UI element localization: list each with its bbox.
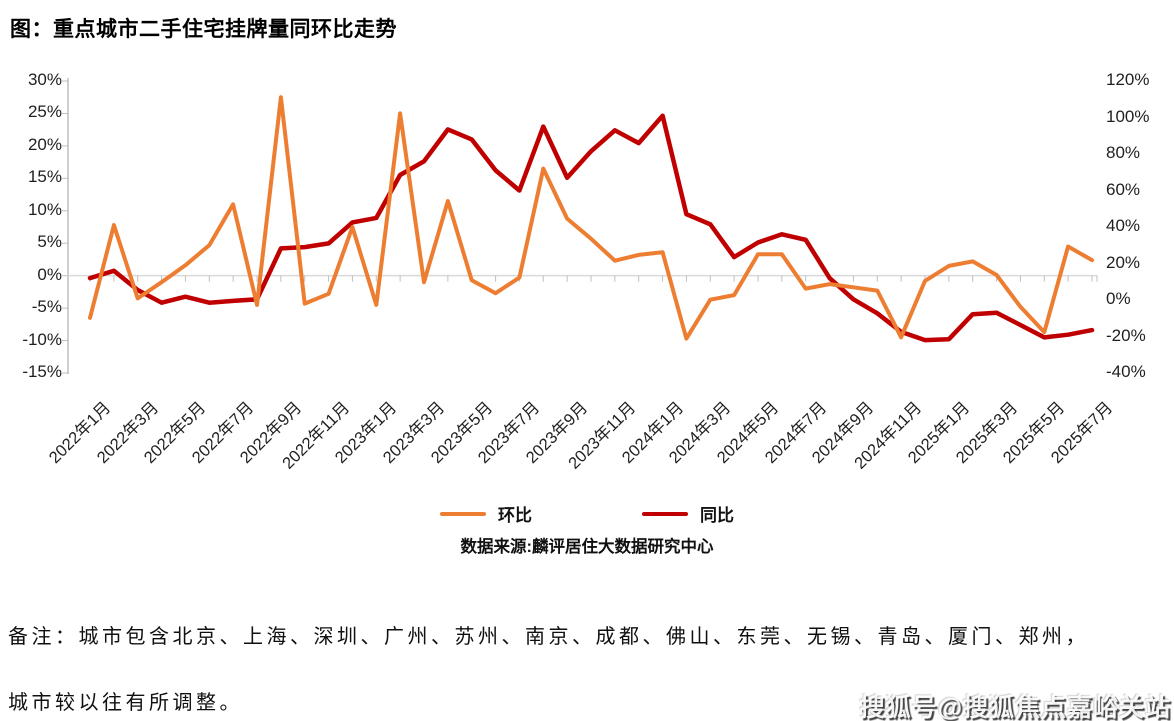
y-axis-label-left: -15% [22,362,62,381]
y-axis-label-right: 20% [1106,252,1141,272]
y-axis-label-right: -40% [1106,362,1146,381]
legend-item-mom: 环比 [440,501,532,526]
note-line-2: 城市较以往有所调整。 [8,690,243,714]
y-axis-label-left: 30% [27,70,62,89]
mom-line-swatch [440,511,486,516]
y-axis-label-right: 120% [1106,70,1150,89]
y-axis-label-left: 5% [37,232,62,252]
y-axis-label-left: 0% [37,264,62,284]
y-axis-label-right: 100% [1106,106,1150,126]
legend-label-yoy: 同比 [700,506,734,525]
legend: 环比 同比 [0,501,1174,526]
y-axis-label-right: 60% [1106,179,1141,199]
trend-chart [62,78,1098,374]
y-axis-label-left: -10% [22,329,62,349]
watermark: 搜狐号@搜狐焦点嘉峪关站 [859,694,1171,721]
y-axis-label-right: -20% [1106,325,1146,345]
y-axis-label-left: 25% [27,102,62,122]
y-axis-label-left: 10% [27,199,62,219]
y-axis-label-right: 80% [1106,143,1141,162]
yoy-line-swatch [642,511,688,516]
y-axis-label-right: 40% [1106,216,1141,235]
y-axis-label-left: 20% [27,134,62,154]
note-line-1: 备注：城市包含北京、上海、深圳、广州、苏州、南京、成都、佛山、东莞、无锡、青岛、… [8,624,1089,648]
y-axis-label-right: 0% [1106,289,1131,308]
legend-item-yoy: 同比 [642,501,734,526]
chart-title: 图：重点城市二手住宅挂牌量同环比走势 [10,18,397,41]
y-axis-label-left: -5% [31,297,62,317]
mom-line [88,95,1094,341]
y-axis-label-left: 15% [27,167,62,187]
legend-label-mom: 环比 [498,506,532,525]
data-source: 数据来源:麟评居住大数据研究中心 [460,538,714,556]
